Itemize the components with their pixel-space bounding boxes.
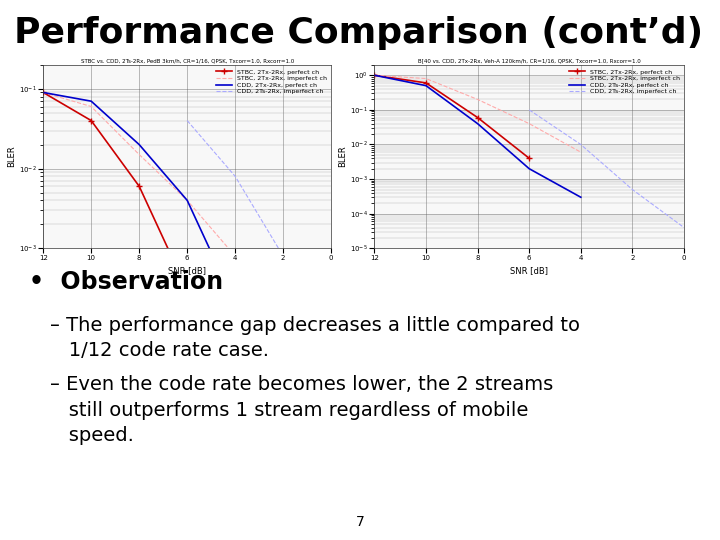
Text: •  Observation: • Observation: [29, 270, 223, 294]
Legend: STBC, 2Tx-2Rx, perfect ch, STBC, 2Tx-2Rx, imperfect ch, CDD, 2Ts-2Rx, perfect ch: STBC, 2Tx-2Rx, perfect ch, STBC, 2Tx-2Rx…: [568, 68, 681, 96]
Y-axis label: BLER: BLER: [7, 146, 17, 167]
Text: speed.: speed.: [50, 426, 134, 445]
Legend: STBC, 2Tx-2Rx, perfect ch, STBC, 2Tx-2Rx, imperfect ch, CDD, 2Tx-2Rx, perfect ch: STBC, 2Tx-2Rx, perfect ch, STBC, 2Tx-2Rx…: [215, 68, 328, 96]
Y-axis label: BLER: BLER: [338, 146, 348, 167]
Text: Performance Comparison (cont’d): Performance Comparison (cont’d): [14, 16, 703, 50]
X-axis label: SNR [dB]: SNR [dB]: [168, 266, 206, 275]
Text: – Even the code rate becomes lower, the 2 streams: – Even the code rate becomes lower, the …: [50, 375, 554, 394]
X-axis label: SNR [dB]: SNR [dB]: [510, 266, 548, 275]
Text: – The performance gap decreases a little compared to: – The performance gap decreases a little…: [50, 316, 580, 335]
Text: still outperforms 1 stream regardless of mobile: still outperforms 1 stream regardless of…: [50, 401, 528, 420]
Title: B[40 vs. CDD, 2Tx-2Rx, Veh-A 120km/h, CR=1/16, QPSK, Txcorr=1.0, Rxcorr=1.0: B[40 vs. CDD, 2Tx-2Rx, Veh-A 120km/h, CR…: [418, 58, 641, 63]
Text: 7: 7: [356, 515, 364, 529]
Text: 1/12 code rate case.: 1/12 code rate case.: [50, 341, 269, 360]
Title: STBC vs. CDD, 2Ts-2Rx, PedB 3km/h, CR=1/16, QPSK, Txcorr=1.0, Rxcorr=1.0: STBC vs. CDD, 2Ts-2Rx, PedB 3km/h, CR=1/…: [81, 58, 294, 63]
